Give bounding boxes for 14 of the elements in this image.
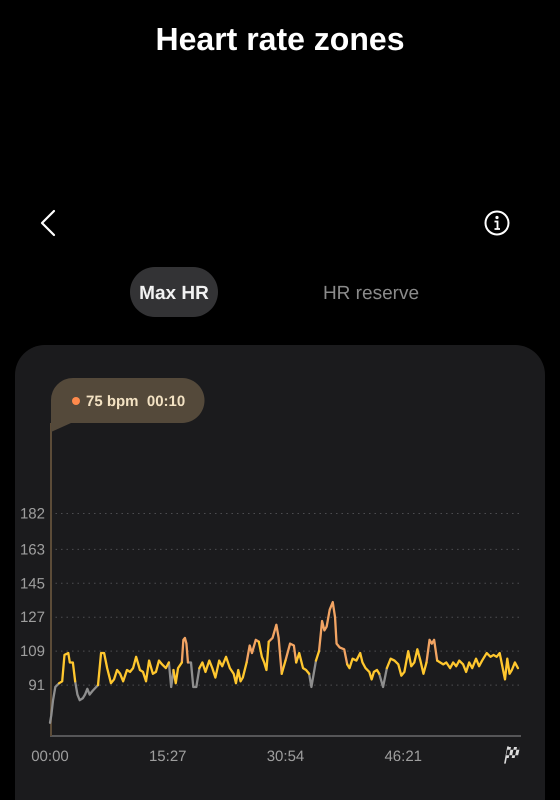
- chart-title: Heart rate zones: [156, 21, 404, 57]
- x-tick-label: 46:21: [384, 748, 422, 765]
- y-tick-label: 109: [20, 643, 45, 660]
- text: HR reserve: [322, 283, 420, 304]
- text: Max HR: [139, 283, 210, 304]
- y-tick-label: 127: [20, 609, 45, 626]
- y-tick-label: 163: [20, 541, 45, 558]
- x-tick-label: 00:00: [31, 748, 69, 765]
- x-tick-label: 15:27: [148, 748, 187, 765]
- y-tick-label: 145: [20, 575, 45, 592]
- y-tick-label: 91: [28, 677, 45, 694]
- text: 75 bpm 00:10: [86, 393, 186, 410]
- x-tick-label: 30:54: [266, 748, 304, 765]
- y-tick-label: 182: [20, 506, 45, 523]
